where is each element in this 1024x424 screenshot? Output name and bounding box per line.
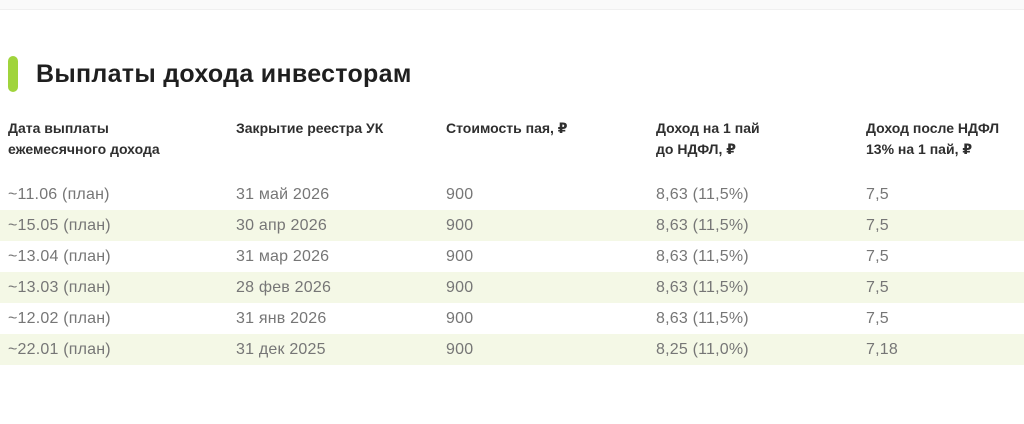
cell-payout-date: ~13.03 (план) bbox=[8, 278, 111, 296]
column-header-payout-date: Дата выплаты ежемесячного дохода bbox=[8, 120, 160, 157]
cell-income-before-tax: 8,63 (11,5%) bbox=[656, 309, 749, 327]
cell-income-before-tax: 8,25 (11,0%) bbox=[656, 340, 749, 358]
table-row: ~15.05 (план) 30 апр 2026 900 8,63 (11,5… bbox=[0, 210, 1024, 241]
cell-payout-date: ~11.06 (план) bbox=[8, 185, 110, 203]
cell-income-before-tax: 8,63 (11,5%) bbox=[656, 278, 749, 296]
cell-income-before-tax: 8,63 (11,5%) bbox=[656, 216, 749, 234]
section-header: Выплаты дохода инвесторам bbox=[8, 55, 1024, 93]
table-row: ~12.02 (план) 31 янв 2026 900 8,63 (11,5… bbox=[0, 303, 1024, 334]
cell-registry-close: 31 дек 2025 bbox=[236, 340, 326, 358]
table-row: ~11.06 (план) 31 май 2026 900 8,63 (11,5… bbox=[0, 179, 1024, 210]
cell-registry-close: 28 фев 2026 bbox=[236, 278, 332, 296]
column-header-income-after-tax: Доход после НДФЛ 13% на 1 пай, ₽ bbox=[866, 120, 1000, 157]
cell-income-before-tax: 8,63 (11,5%) bbox=[656, 185, 749, 203]
column-header-registry-close: Закрытие реестра УК bbox=[236, 120, 384, 136]
column-header-unit-price: Стоимость пая, ₽ bbox=[446, 120, 568, 136]
page-title: Выплаты дохода инвесторам bbox=[36, 59, 412, 88]
table-row: ~13.03 (план) 28 фев 2026 900 8,63 (11,5… bbox=[0, 272, 1024, 303]
cell-unit-price: 900 bbox=[446, 309, 474, 327]
cell-unit-price: 900 bbox=[446, 247, 474, 265]
cell-registry-close: 31 мар 2026 bbox=[236, 247, 330, 265]
payout-table: Дата выплаты ежемесячного дохода Закрыти… bbox=[0, 118, 1024, 365]
cell-unit-price: 900 bbox=[446, 185, 474, 203]
cell-payout-date: ~22.01 (план) bbox=[8, 340, 111, 358]
cell-registry-close: 31 май 2026 bbox=[236, 185, 330, 203]
cell-unit-price: 900 bbox=[446, 216, 474, 234]
cell-payout-date: ~15.05 (план) bbox=[8, 216, 111, 234]
cell-income-after-tax: 7,5 bbox=[866, 216, 889, 234]
cell-unit-price: 900 bbox=[446, 278, 474, 296]
cell-payout-date: ~12.02 (план) bbox=[8, 309, 111, 327]
table-body: ~11.06 (план) 31 май 2026 900 8,63 (11,5… bbox=[0, 179, 1024, 365]
table-row: ~13.04 (план) 31 мар 2026 900 8,63 (11,5… bbox=[0, 241, 1024, 272]
column-header-income-before-tax: Доход на 1 пай до НДФЛ, ₽ bbox=[656, 120, 760, 157]
cell-registry-close: 30 апр 2026 bbox=[236, 216, 327, 234]
top-divider bbox=[0, 0, 1024, 10]
cell-income-after-tax: 7,5 bbox=[866, 185, 889, 203]
cell-income-after-tax: 7,5 bbox=[866, 309, 889, 327]
table-row: ~22.01 (план) 31 дек 2025 900 8,25 (11,0… bbox=[0, 334, 1024, 365]
cell-income-after-tax: 7,18 bbox=[866, 340, 898, 358]
accent-bar bbox=[8, 56, 18, 92]
cell-registry-close: 31 янв 2026 bbox=[236, 309, 327, 327]
cell-income-before-tax: 8,63 (11,5%) bbox=[656, 247, 749, 265]
cell-income-after-tax: 7,5 bbox=[866, 278, 889, 296]
table-header-row: Дата выплаты ежемесячного дохода Закрыти… bbox=[0, 118, 1024, 160]
cell-payout-date: ~13.04 (план) bbox=[8, 247, 111, 265]
cell-unit-price: 900 bbox=[446, 340, 474, 358]
cell-income-after-tax: 7,5 bbox=[866, 247, 889, 265]
